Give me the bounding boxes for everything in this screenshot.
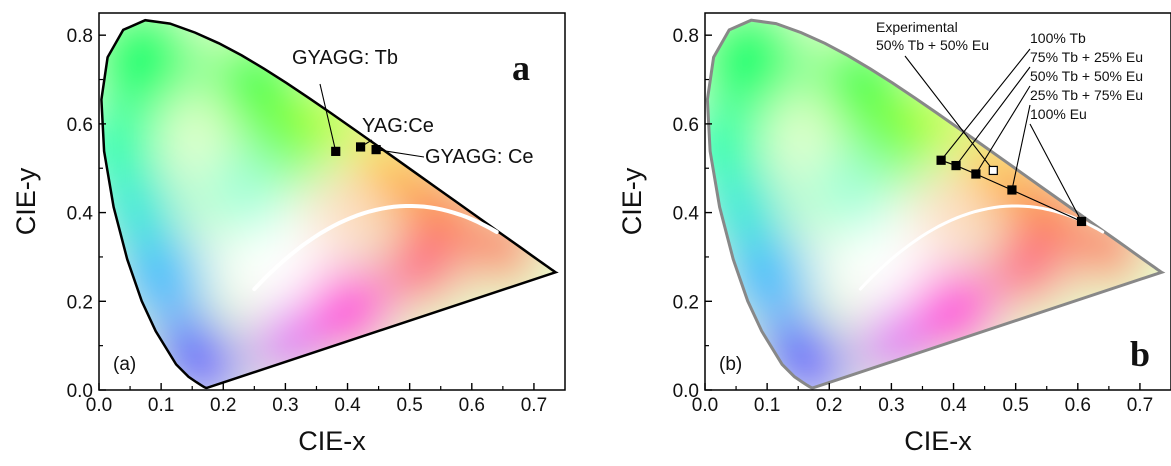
data-point [936, 155, 946, 165]
y-axis-title-a: CIE-y [11, 167, 41, 235]
x-axis-title-b: CIE-x [904, 426, 972, 456]
planckian-locus-a [252, 204, 499, 292]
spectral-locus-a [100, 18, 559, 390]
y-axis-title-b: CIE-y [617, 167, 647, 235]
point-label: YAG:Ce [362, 115, 434, 137]
panel-b: 100% Tb 75% Tb + 25% Eu 50% Tb + 50% Eu 25%… [617, 12, 1171, 456]
ticks-a: 0.0 0.1 0.2 0.3 0.4 0.5 0.6 0.7 0.0 0.2 0.4 0.6 0.8 [67, 26, 548, 416]
callout-line [376, 149, 425, 158]
callouts-b: 100% Tb 75% Tb + 25% Eu 50% Tb + 50% Eu 25%… [876, 19, 1143, 222]
ticks-b: 0.0 0.1 0.2 0.3 0.4 0.5 0.6 0.7 0.0 0.2 0.4 0.6 0.8 [673, 26, 1154, 416]
panel-tag-a: (a) [113, 354, 136, 375]
x-axis-title-a: CIE-x [298, 426, 366, 456]
x-tick-label: 0.0 [692, 395, 718, 416]
y-tick-label: 0.8 [67, 26, 93, 47]
panel-letter-a: a [512, 48, 530, 88]
data-point [1076, 216, 1087, 227]
x-tick-label: 0.5 [396, 395, 422, 416]
x-tick-label: 0.7 [521, 395, 547, 416]
plot-frame-a [98, 12, 566, 391]
point-label: 100% Tb [1030, 30, 1086, 46]
planckian-locus-b [858, 204, 1105, 291]
x-tick-label: 0.1 [754, 395, 780, 416]
point-label: 100% Eu [1030, 106, 1087, 122]
data-point-experimental [988, 165, 998, 176]
spectral-locus-b [705, 18, 1166, 390]
x-tick-label: 0.4 [940, 395, 967, 416]
data-point [951, 160, 961, 171]
point-label: GYAGG: Tb [292, 47, 398, 69]
y-tick-label: 0.2 [67, 292, 93, 313]
panel-a: GYAGG: Tb YAG:Ce GYAGG: Ce 0.0 0.1 0.2 0.3 0.4… [11, 12, 566, 456]
callout-line [955, 66, 1031, 166]
y-tick-label: 0.2 [673, 292, 699, 313]
point-label: 25% Tb + 75% Eu [1030, 87, 1143, 103]
point-label: GYAGG: Ce [425, 146, 534, 168]
plot-frame-b [704, 12, 1171, 391]
point-label: 50% Tb + 50% Eu [876, 37, 989, 53]
callout-line [940, 48, 1031, 161]
x-tick-label: 0.4 [334, 395, 361, 416]
x-tick-label: 0.2 [816, 395, 842, 416]
data-point [971, 169, 981, 179]
points-b [936, 155, 1087, 227]
x-tick-label: 0.6 [1065, 395, 1091, 416]
x-tick-label: 0.1 [148, 395, 174, 416]
points-a [331, 142, 381, 156]
x-tick-label: 0.5 [1002, 395, 1028, 416]
x-tick-label: 0.3 [272, 395, 298, 416]
y-tick-label: 0.0 [673, 381, 699, 402]
callout-line [319, 83, 337, 152]
x-tick-label: 0.0 [86, 395, 112, 416]
panel-letter-b: b [1130, 334, 1150, 374]
callout-line [904, 55, 994, 171]
point-label: 75% Tb + 25% Eu [1030, 49, 1143, 65]
data-point [331, 146, 341, 156]
y-tick-label: 0.4 [67, 204, 94, 225]
y-tick-label: 0.6 [67, 115, 93, 136]
callout-line [1011, 104, 1031, 191]
data-point [1007, 185, 1017, 195]
callout-line [1029, 123, 1083, 222]
point-label: 50% Tb + 50% Eu [1030, 68, 1143, 84]
x-tick-label: 0.6 [459, 395, 485, 416]
x-tick-label: 0.2 [210, 395, 236, 416]
callouts-a: GYAGG: Tb YAG:Ce GYAGG: Ce [292, 47, 534, 168]
data-point [371, 145, 381, 155]
panel-tag-b: (b) [719, 354, 742, 375]
point-label: Experimental [876, 19, 958, 35]
y-tick-label: 0.8 [673, 26, 699, 47]
y-tick-label: 0.0 [67, 381, 93, 402]
y-tick-label: 0.4 [673, 204, 700, 225]
y-tick-label: 0.6 [673, 115, 699, 136]
x-tick-label: 0.7 [1127, 395, 1153, 416]
x-tick-label: 0.3 [878, 395, 904, 416]
data-point [355, 142, 366, 152]
